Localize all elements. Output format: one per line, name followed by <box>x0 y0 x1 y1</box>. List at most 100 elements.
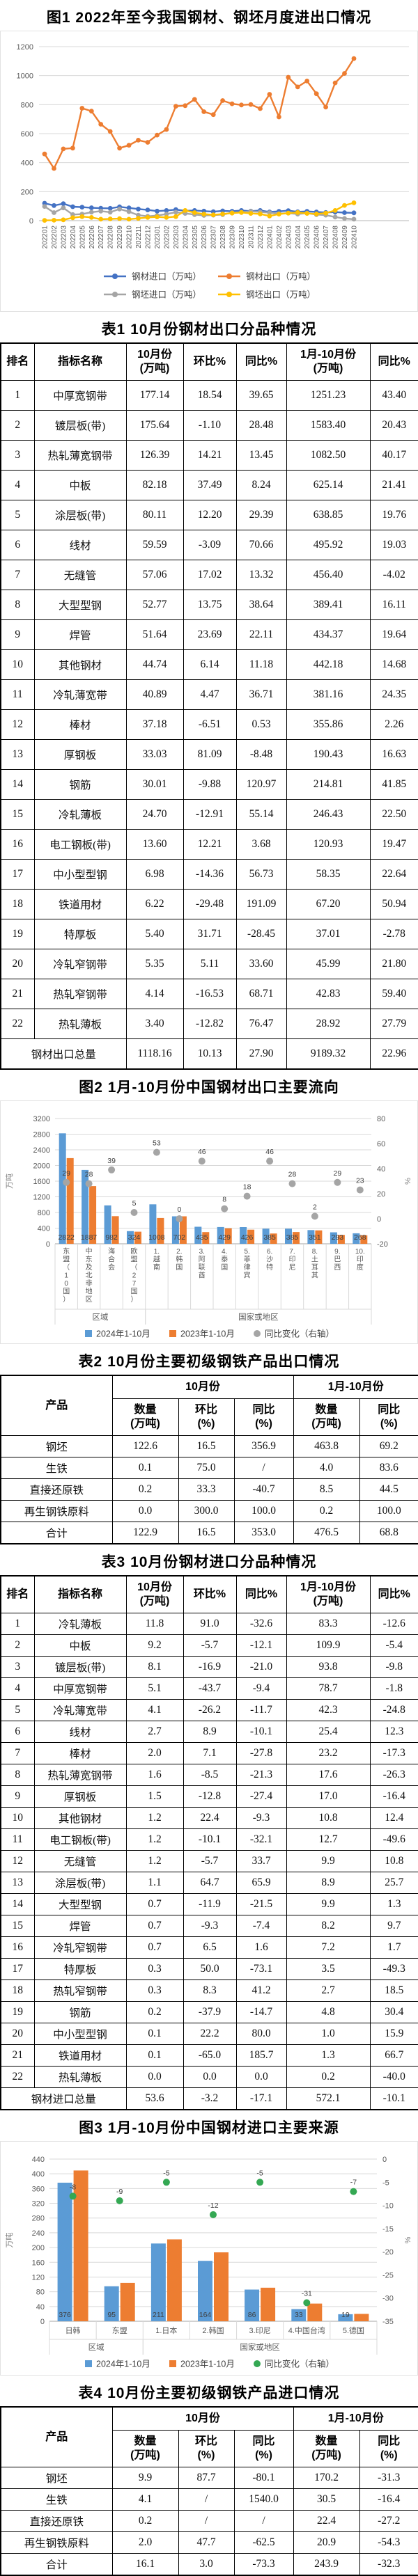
value-cell: -9.3 <box>183 1915 237 1937</box>
table-row: 22 热轧薄板 0.0 0.0 0.0 0.2 -40.0 <box>0 2066 418 2088</box>
rank-cell: 14 <box>0 769 35 800</box>
value-cell: 17.0 <box>286 1785 371 1808</box>
table-row: 钢坯 9.9 87.7 -80.1 170.2 -31.3 <box>0 2467 418 2489</box>
value-cell: 4.14 <box>125 979 184 1009</box>
value-cell: -32.1 <box>235 1828 287 1851</box>
svg-text:%: % <box>404 1178 412 1185</box>
svg-text:万吨: 万吨 <box>5 2233 14 2248</box>
value-cell: 31.71 <box>183 919 237 949</box>
value-cell: -16.4 <box>369 1785 418 1808</box>
value-cell: 20.9 <box>293 2531 360 2554</box>
table-row: 9 焊管 51.64 23.69 22.11 434.37 19.64 <box>0 619 418 650</box>
value-cell: -27.2 <box>359 2510 418 2532</box>
svg-text:293: 293 <box>332 1233 344 1242</box>
column-header: 环比% <box>183 342 237 381</box>
column-subheader: 数量 (万吨) <box>111 1398 179 1436</box>
product-name-cell: 再生钢铁原料 <box>0 2531 113 2554</box>
product-name-cell: 特厚板 <box>33 1958 127 1980</box>
svg-text:600: 600 <box>21 130 33 139</box>
table-row: 3 热轧薄宽钢带 126.39 14.21 13.45 1082.50 40.17 <box>0 440 418 471</box>
value-cell: 0.2 <box>293 1500 360 1522</box>
value-cell: 56.73 <box>235 859 287 890</box>
table-row: 16 冷轧窄钢带 0.7 6.5 1.6 7.2 1.7 <box>0 1936 418 1959</box>
value-cell: 6.14 <box>183 649 237 680</box>
fig2-plot: 0400800120016002000240028003200-20020406… <box>5 1115 412 1339</box>
value-cell: -14.7 <box>235 2001 287 2023</box>
svg-text:2.韩国: 2.韩国 <box>202 2325 224 2335</box>
value-cell: 17.02 <box>183 560 237 590</box>
svg-text:202203: 202203 <box>60 226 68 249</box>
value-cell: -54.3 <box>359 2531 418 2554</box>
svg-text:日韩: 日韩 <box>65 2325 81 2335</box>
value-cell: 68.71 <box>235 979 287 1009</box>
product-name-cell: 棒材 <box>33 709 127 740</box>
value-cell: 24.70 <box>125 799 184 830</box>
value-cell: -12.1 <box>235 1634 287 1657</box>
value-cell: 246.43 <box>286 799 371 830</box>
product-name-cell: 厚钢板 <box>33 1785 127 1808</box>
value-cell: 21.41 <box>369 470 418 500</box>
svg-text:202306: 202306 <box>201 226 208 249</box>
value-cell: 638.85 <box>286 500 371 530</box>
subheader-row: 数量 (万吨) 环比 (%) 同比 (%) 数量 (万吨) 同比 (%) <box>1 1398 418 1436</box>
svg-text:324: 324 <box>128 1233 141 1242</box>
value-cell: 0.3 <box>125 1980 184 2002</box>
table-row: 18 热轧窄钢带 0.3 8.3 41.2 2.7 18.5 <box>0 1980 418 2002</box>
value-cell: -80.1 <box>233 2467 294 2489</box>
rank-cell: 20 <box>0 2023 35 2045</box>
value-cell: -26.2 <box>183 1699 237 1721</box>
svg-text:200: 200 <box>32 2244 45 2252</box>
value-cell: 40.17 <box>369 440 418 471</box>
product-name-cell: 冷轧薄板 <box>33 799 127 830</box>
value-cell: 19.03 <box>369 530 418 560</box>
svg-text:-35: -35 <box>382 2318 394 2326</box>
svg-text:426: 426 <box>241 1233 254 1242</box>
value-cell: -21.3 <box>235 1764 287 1786</box>
value-cell: 0.53 <box>235 709 287 740</box>
svg-text:202211: 202211 <box>135 226 143 248</box>
svg-text:国家或地区: 国家或地区 <box>240 2342 280 2352</box>
table-row: 8 热轧薄宽钢带 1.6 -8.5 -21.3 17.6 -26.3 <box>0 1764 418 1786</box>
value-cell: 0.1 <box>125 2044 184 2067</box>
product-name-cell: 钢坯 <box>0 2467 113 2489</box>
column-header: 指标名称 <box>33 342 127 381</box>
value-cell: -73.3 <box>233 2553 294 2576</box>
product-name-cell: 热轧窄钢带 <box>33 979 127 1009</box>
rank-cell: 3 <box>0 440 35 471</box>
svg-text:202210: 202210 <box>126 226 134 249</box>
product-name-cell: 合计 <box>0 1522 113 1544</box>
rank-cell: 22 <box>0 2066 35 2088</box>
value-cell: -21.5 <box>235 1893 287 1915</box>
svg-text:982: 982 <box>105 1233 118 1242</box>
table-row: 再生钢铁原料 0.0 300.0 100.0 0.2 100.0 <box>0 1500 418 1522</box>
value-cell: 0.0 <box>235 2066 287 2088</box>
svg-text:202401: 202401 <box>266 226 274 249</box>
svg-text:23: 23 <box>356 1177 364 1185</box>
column-header: 1月-10月份 (万吨) <box>286 1575 371 1613</box>
rank-cell: 4 <box>0 1677 35 1700</box>
value-cell: 75.0 <box>178 1457 235 1479</box>
table-row: 5 涂层板(带) 80.11 12.20 29.39 638.85 19.76 <box>0 500 418 530</box>
svg-text:欧盟（27国）: 欧盟（ 2 7 国） <box>131 1247 138 1304</box>
product-name-cell: 铁道用材 <box>33 889 127 919</box>
value-cell: 6.5 <box>183 1936 237 1959</box>
svg-text:28: 28 <box>288 1171 297 1179</box>
product-name-cell: 钢筋 <box>33 2001 127 2023</box>
value-cell: 36.71 <box>235 679 287 710</box>
svg-text:202311: 202311 <box>248 226 256 248</box>
value-cell: 33.60 <box>235 949 287 979</box>
svg-text:200: 200 <box>21 188 33 196</box>
svg-text:2024年1-10月: 2024年1-10月 <box>96 1329 150 1339</box>
value-cell: -27.8 <box>235 1742 287 1764</box>
value-cell: 16.63 <box>369 739 418 770</box>
value-cell: 3.40 <box>125 1009 184 1039</box>
value-cell: 83.6 <box>359 1457 418 1479</box>
rank-cell: 22 <box>0 1009 35 1039</box>
svg-text:80: 80 <box>377 1115 385 1123</box>
svg-text:429: 429 <box>218 1233 231 1242</box>
table-row: 5 冷轧薄宽带 4.1 -26.2 -11.7 42.3 -24.8 <box>0 1699 418 1721</box>
value-cell: 28.48 <box>235 410 287 441</box>
value-cell: 44.5 <box>359 1478 418 1501</box>
svg-text:3.印尼: 3.印尼 <box>249 2326 271 2335</box>
svg-text:3200: 3200 <box>33 1115 50 1123</box>
